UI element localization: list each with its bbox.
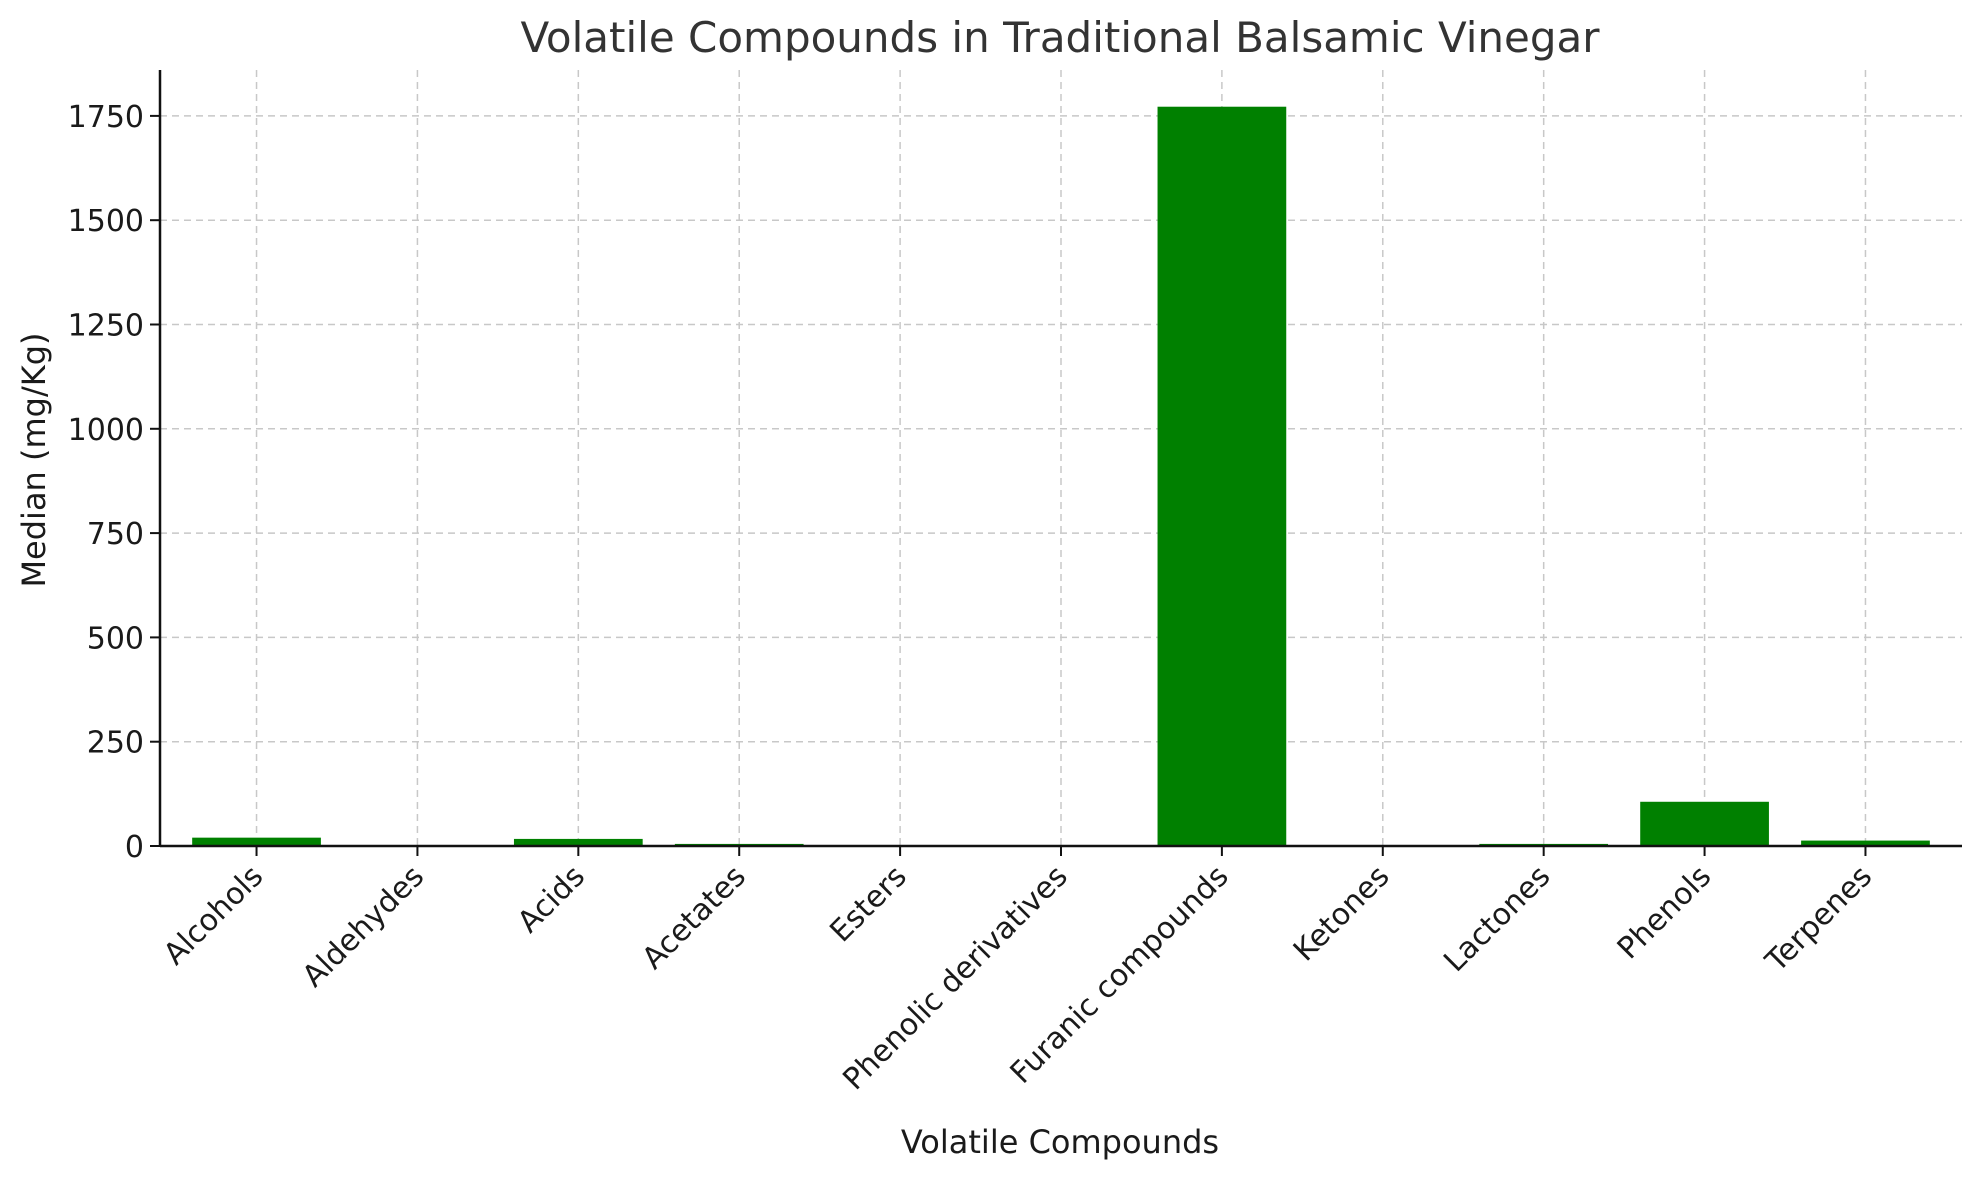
chart-title: Volatile Compounds in Traditional Balsam… [520,13,1600,62]
x-axis-label: Volatile Compounds [901,1123,1219,1161]
y-tick-label: 1500 [68,204,144,239]
bar [1157,106,1287,846]
x-tick-label: Acetates [636,859,753,976]
x-tick-label: Acids [511,859,592,940]
y-tick-label: 1750 [68,100,144,135]
y-tick-label: 250 [87,726,144,761]
grid-layer [160,70,1962,847]
y-ticks: 0 250 500 750 1000 1250 1500 1750 [68,100,160,865]
y-tick-label: 500 [87,621,144,656]
y-tick-label: 0 [125,830,144,865]
x-tick-label: Esters [823,859,913,949]
x-tick-label: Lactones [1437,859,1557,979]
x-tick-label: Terpenes [1758,859,1879,980]
y-tick-label: 1000 [68,413,144,448]
x-tick-label: Alcohols [157,859,270,972]
y-axis-label: Median (mg/Kg) [15,332,53,587]
x-tick-label: Aldehydes [296,859,431,994]
bar [192,837,321,846]
bar [1801,840,1930,846]
bar [513,838,643,846]
bars-layer [192,106,1930,846]
y-tick-label: 750 [87,517,144,552]
x-ticks: Alcohols Aldehydes Acids Acetates Esters Phen… [157,846,1879,1097]
x-tick-label: Phenols [1611,859,1718,966]
x-tick-label: Ketones [1287,859,1397,969]
y-tick-label: 1250 [68,308,144,343]
bar [1640,801,1769,846]
